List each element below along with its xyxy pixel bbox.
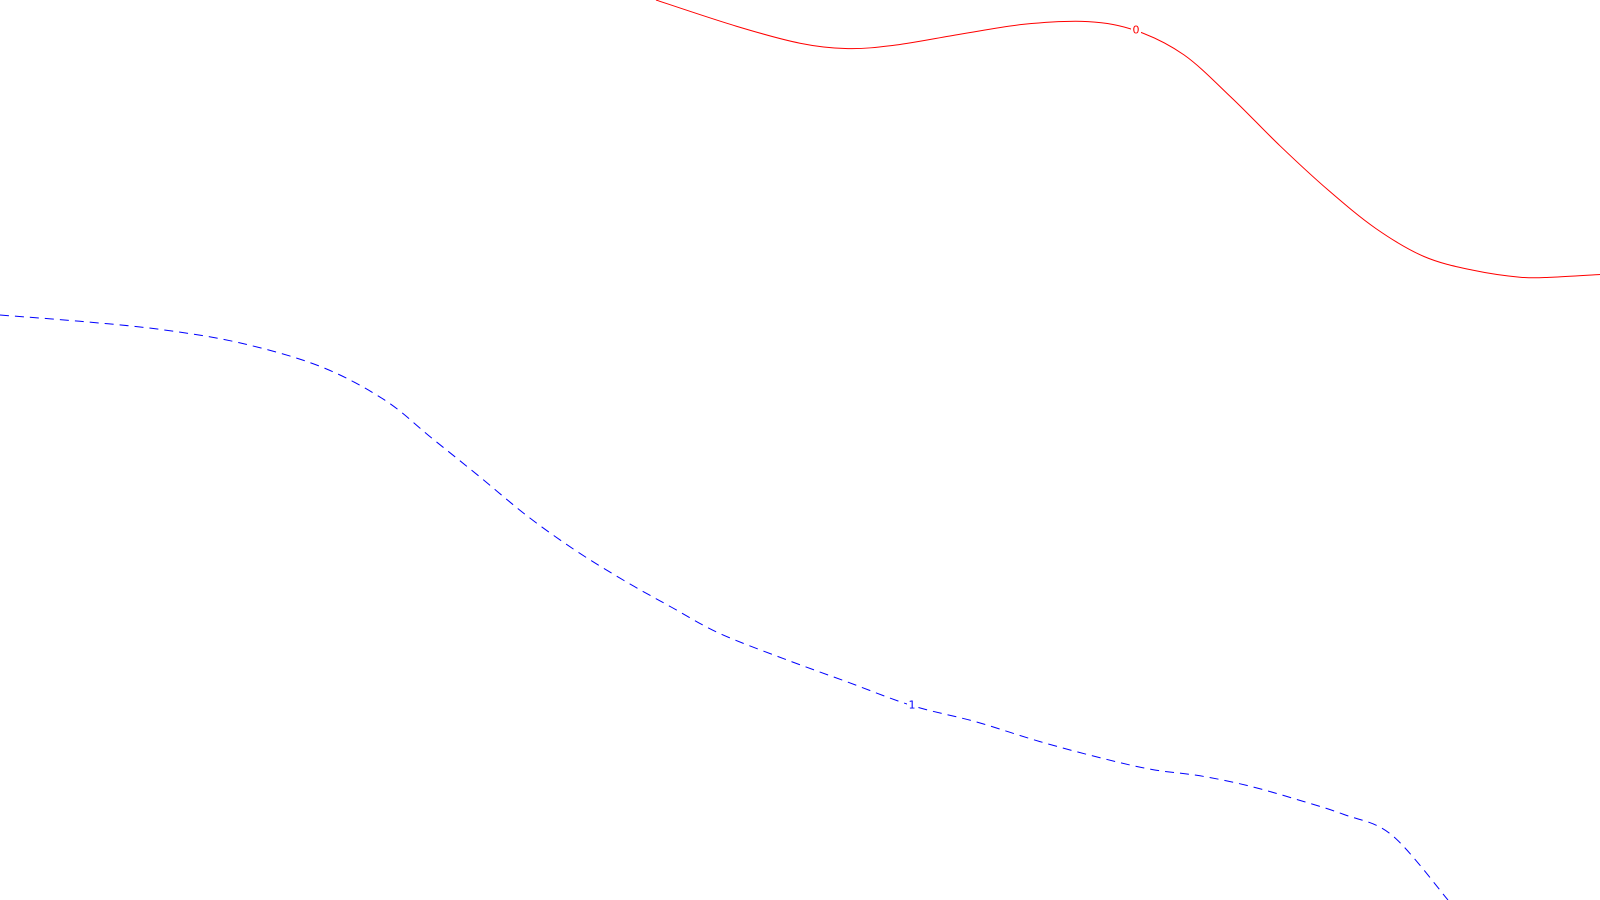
contour-label-0: 0: [1133, 24, 1140, 37]
contour-label-bg-0: [1131, 24, 1141, 37]
contour-line-0: [655, 0, 1600, 279]
contour-label-1: 1: [909, 699, 916, 712]
contour-label-bg-1: [907, 699, 917, 712]
contour-line-1: [0, 314, 1449, 900]
